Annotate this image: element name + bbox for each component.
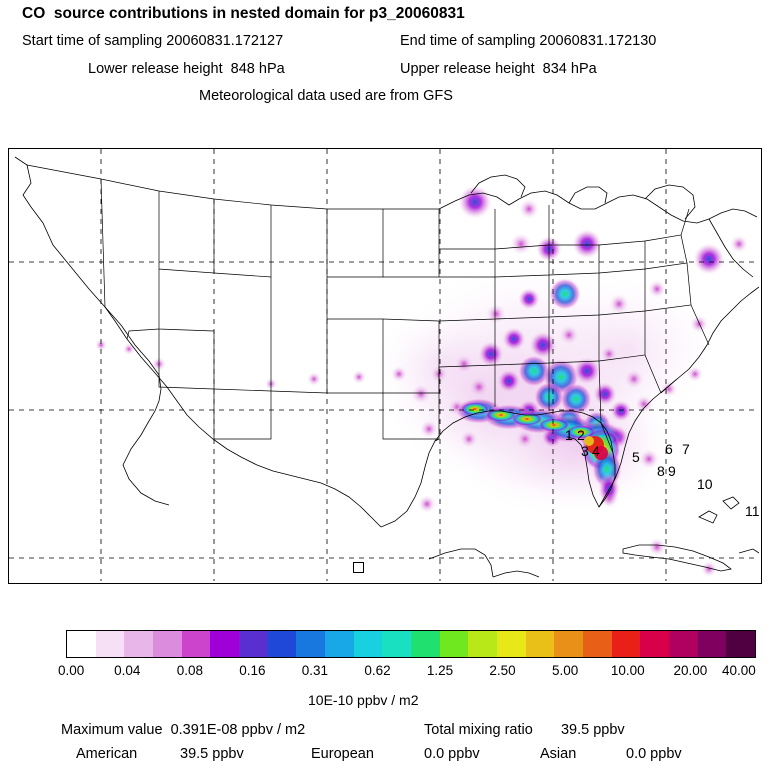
american-label: American (76, 746, 138, 762)
colorbar-tick-label: 0.31 (301, 663, 329, 678)
lower-release-height-label: Lower release height 848 hPa (88, 61, 285, 77)
colorbar-tick-label: 0.00 (58, 663, 85, 678)
colorbar-swatch (296, 631, 326, 657)
page-title: CO source contributions in nested domain… (22, 5, 465, 22)
colorbar-swatch (153, 631, 182, 657)
map-point-label-5: 5 (632, 449, 640, 465)
colorbar-swatch (583, 631, 612, 657)
colorbar-swatch (640, 631, 670, 657)
map-point-label-4: 4 (592, 443, 600, 459)
colorbar-swatch (697, 631, 727, 657)
start-time-label: Start time of sampling 20060831.172127 (22, 33, 284, 49)
map-point-label-11: 11 (745, 503, 760, 519)
plume-field (95, 185, 748, 577)
colorbar-swatch (611, 631, 641, 657)
colorbar-tick-label: 0.16 (239, 663, 266, 678)
colorbar-swatch (439, 631, 469, 657)
european-label: European (311, 746, 374, 762)
colorbar-swatch (468, 631, 498, 657)
colorbar-swatch (95, 631, 125, 657)
colorbar-tick-label: 2.50 (489, 663, 516, 678)
colorbar-tick-label: 0.62 (364, 663, 391, 678)
colorbar-swatch (726, 631, 756, 657)
colorbar (66, 630, 756, 658)
colorbar-tick-label: 10.00 (610, 663, 645, 678)
asian-value: 0.0 ppbv (626, 746, 682, 762)
colorbar-swatch (554, 631, 584, 657)
colorbar-swatch (325, 631, 354, 657)
colorbar-swatch (239, 631, 268, 657)
colorbar-swatch (124, 631, 154, 657)
colorbar-swatch (382, 631, 412, 657)
colorbar-swatch (181, 631, 211, 657)
colorbar-swatch (67, 631, 96, 657)
colorbar-tick-label: 20.00 (673, 663, 708, 678)
state-boundaries (26, 164, 710, 454)
upper-release-height-label: Upper release height 834 hPa (400, 61, 597, 77)
american-value: 39.5 ppbv (180, 746, 244, 762)
european-value: 0.0 ppbv (424, 746, 480, 762)
met-data-label: Meteorological data used are from GFS (199, 88, 453, 104)
map-point-label-10: 10 (697, 476, 713, 492)
release-location-marker (353, 562, 364, 573)
map-point-label-8: 8 (657, 463, 665, 479)
map-point-label-2: 2 (577, 427, 585, 443)
colorbar-swatch (411, 631, 440, 657)
map-point-label-3: 3 (581, 443, 589, 459)
colorbar-swatch (210, 631, 240, 657)
map-point-label-6: 6 (665, 441, 673, 457)
coastlines (14, 156, 759, 578)
colorbar-swatch (353, 631, 383, 657)
asian-label: Asian (540, 746, 577, 762)
graticule (9, 149, 759, 581)
map-point-label-7: 7 (682, 441, 690, 457)
colorbar-tick-label: 0.04 (114, 663, 141, 678)
map-point-label-9: 9 (668, 463, 676, 479)
colorbar-swatch (669, 631, 698, 657)
map-plot (9, 149, 759, 581)
map-point-label-1: 1 (565, 427, 573, 443)
colorbar-tick-label: 5.00 (551, 663, 579, 678)
map-panel: 1 2 3 4 5 6 7 8 9 10 11 (8, 148, 762, 584)
colorbar-swatch (525, 631, 555, 657)
colorbar-units-label: 10E-10 ppbv / m2 (308, 692, 419, 708)
colorbar-tick-label: 0.08 (176, 663, 203, 678)
colorbar-tick-label: 40.00 (722, 663, 756, 678)
colorbar-swatch (267, 631, 297, 657)
colorbar-tick-label: 1.25 (426, 663, 454, 678)
total-mixing-ratio-label: Total mixing ratio 39.5 ppbv (424, 722, 625, 738)
colorbar-swatch (497, 631, 526, 657)
end-time-label: End time of sampling 20060831.172130 (400, 33, 657, 49)
maximum-value-label: Maximum value 0.391E-08 ppbv / m2 (61, 722, 306, 738)
